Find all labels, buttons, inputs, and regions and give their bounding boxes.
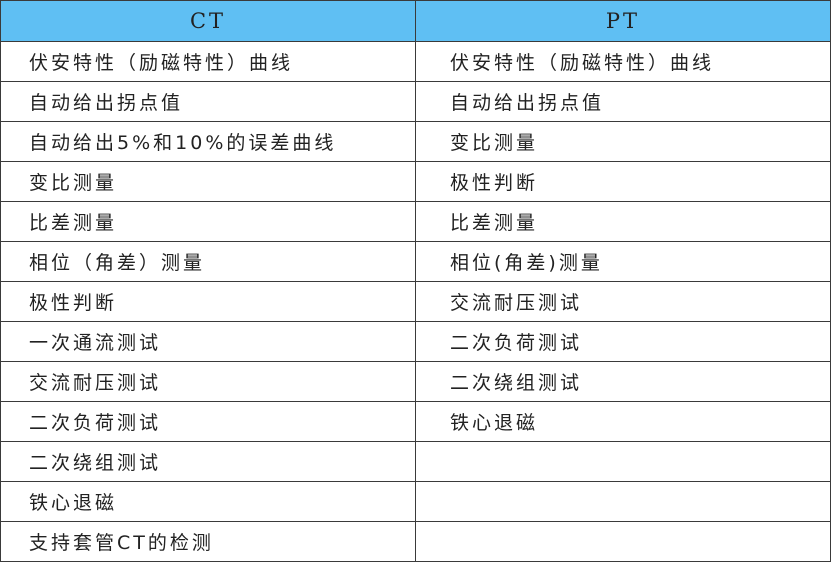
ct-item: 二次绕组测试 [0,441,416,482]
table-row: 伏安特性（励磁特性）曲线 伏安特性（励磁特性）曲线 [0,41,831,82]
ct-item: 比差测量 [0,201,416,242]
table-row: 一次通流测试 二次负荷测试 [0,321,831,362]
pt-item: 极性判断 [415,161,831,202]
ct-item: 二次负荷测试 [0,401,416,442]
pt-item: 比差测量 [415,201,831,242]
ct-item: 支持套管CT的检测 [0,521,416,562]
table-row: 自动给出5%和10%的误差曲线 变比测量 [0,121,831,162]
pt-column-header: PT [415,0,831,42]
ct-item: 变比测量 [0,161,416,202]
table-row: 铁心退磁 [0,481,831,522]
pt-item: 二次负荷测试 [415,321,831,362]
table-row: 交流耐压测试 二次绕组测试 [0,361,831,402]
pt-item: 铁心退磁 [415,401,831,442]
table-row: 支持套管CT的检测 [0,521,831,562]
table-row: 二次绕组测试 [0,441,831,482]
pt-item [415,521,831,562]
pt-item: 相位(角差)测量 [415,241,831,282]
pt-item: 伏安特性（励磁特性）曲线 [415,41,831,82]
table-row: 相位（角差）测量 相位(角差)测量 [0,241,831,282]
ct-item: 交流耐压测试 [0,361,416,402]
header-row: CT PT [0,0,831,42]
ct-item: 相位（角差）测量 [0,241,416,282]
ct-item: 铁心退磁 [0,481,416,522]
table-row: 二次负荷测试 铁心退磁 [0,401,831,442]
pt-item: 自动给出拐点值 [415,81,831,122]
pt-item: 交流耐压测试 [415,281,831,322]
pt-item [415,481,831,522]
table-row: 自动给出拐点值 自动给出拐点值 [0,81,831,122]
ct-item: 自动给出拐点值 [0,81,416,122]
table-row: 极性判断 交流耐压测试 [0,281,831,322]
pt-item: 变比测量 [415,121,831,162]
table-row: 变比测量 极性判断 [0,161,831,202]
ct-item: 极性判断 [0,281,416,322]
ct-item: 一次通流测试 [0,321,416,362]
ct-item: 伏安特性（励磁特性）曲线 [0,41,416,82]
pt-item: 二次绕组测试 [415,361,831,402]
ct-column-header: CT [0,0,416,42]
table-row: 比差测量 比差测量 [0,201,831,242]
pt-item [415,441,831,482]
ct-item: 自动给出5%和10%的误差曲线 [0,121,416,162]
